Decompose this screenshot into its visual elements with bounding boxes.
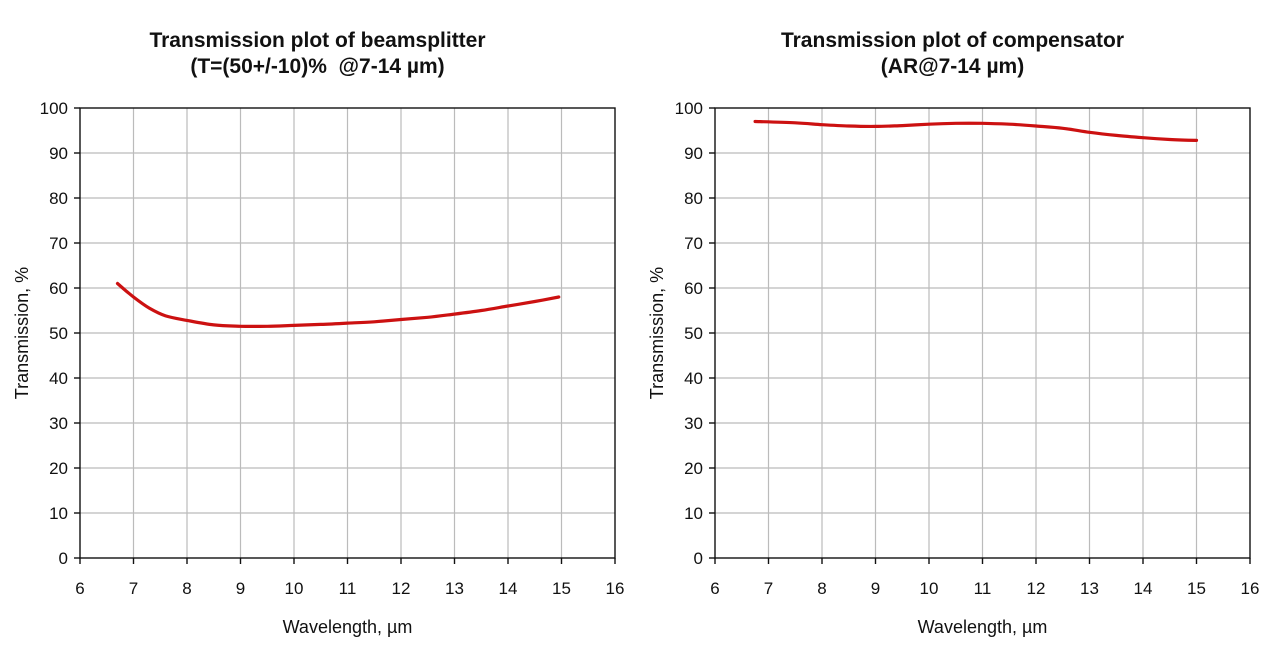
y-tick-label: 80 <box>49 189 68 208</box>
y-tick-label: 70 <box>684 234 703 253</box>
y-tick-label: 20 <box>684 459 703 478</box>
x-axis-label: Wavelength, µm <box>918 617 1048 637</box>
y-tick-label: 0 <box>694 549 703 568</box>
chart-subtitle: (AR@7-14 µm) <box>880 55 1025 78</box>
x-tick-label: 14 <box>1134 579 1153 598</box>
x-tick-label: 10 <box>920 579 939 598</box>
y-tick-label: 20 <box>49 459 68 478</box>
y-tick-label: 40 <box>49 369 68 388</box>
x-tick-label: 9 <box>871 579 880 598</box>
y-tick-label: 10 <box>49 504 68 523</box>
y-axis-label: Transmission, % <box>647 267 667 399</box>
series-line-transmission <box>115 281 561 329</box>
y-tick-label: 0 <box>59 549 68 568</box>
x-tick-label: 13 <box>445 579 464 598</box>
chart-title-block: Transmission plot of beamsplitter (T=(50… <box>0 28 635 80</box>
y-tick-label: 90 <box>684 144 703 163</box>
x-tick-label: 6 <box>710 579 719 598</box>
x-tick-label: 11 <box>974 579 992 598</box>
x-tick-label: 8 <box>182 579 191 598</box>
y-tick-label: 50 <box>684 324 703 343</box>
y-tick-label: 90 <box>49 144 68 163</box>
x-axis-label: Wavelength, µm <box>283 617 413 637</box>
y-tick-label: 30 <box>49 414 68 433</box>
y-tick-label: 60 <box>684 279 703 298</box>
y-tick-label: 80 <box>684 189 703 208</box>
x-tick-label: 9 <box>236 579 245 598</box>
x-tick-label: 15 <box>552 579 571 598</box>
x-tick-label: 6 <box>75 579 84 598</box>
chart-title: Transmission plot of compensator <box>780 29 1125 52</box>
x-tick-label: 16 <box>1241 579 1260 598</box>
x-tick-label: 12 <box>392 579 411 598</box>
compensator-plot: 6 7 8 9 10 11 12 13 14 15 16 0 10 20 30 40 50 60 70 80 90 100… <box>647 99 1260 637</box>
y-tick-label: 40 <box>684 369 703 388</box>
x-tick-label: 14 <box>499 579 518 598</box>
chart-panel-beamsplitter: Transmission plot of beamsplitter (T=(50… <box>0 28 635 637</box>
series-line-transmission <box>753 119 1199 142</box>
chart-panel-compensator: Transmission plot of compensator (AR@7-1… <box>635 0 1270 660</box>
y-tick-label: 100 <box>40 99 68 118</box>
y-tick-label: 70 <box>49 234 68 253</box>
y-tick-label: 30 <box>684 414 703 433</box>
x-tick-label: 7 <box>129 579 138 598</box>
x-tick-label: 7 <box>764 579 773 598</box>
y-axis-label: Transmission, % <box>12 267 32 399</box>
chart-title: Transmission plot of beamsplitter <box>149 29 486 52</box>
x-tick-label: 13 <box>1080 579 1099 598</box>
y-tick-label: 50 <box>49 324 68 343</box>
y-tick-label: 100 <box>675 99 703 118</box>
y-tick-label: 10 <box>684 504 703 523</box>
x-tick-label: 15 <box>1187 579 1206 598</box>
x-tick-label: 12 <box>1027 579 1046 598</box>
beamsplitter-plot: 6 7 8 9 10 11 12 13 14 15 16 0 10 20 30 40 50 60 70 80 90 100… <box>12 99 625 637</box>
y-tick-label: 60 <box>49 279 68 298</box>
x-tick-label: 8 <box>817 579 826 598</box>
x-tick-label: 16 <box>606 579 625 598</box>
chart-subtitle: (T=(50+/-10)% @7-14 µm) <box>190 55 445 78</box>
chart-title-block: Transmission plot of compensator (AR@7-1… <box>635 28 1270 80</box>
x-tick-label: 11 <box>339 579 357 598</box>
x-tick-label: 10 <box>285 579 304 598</box>
